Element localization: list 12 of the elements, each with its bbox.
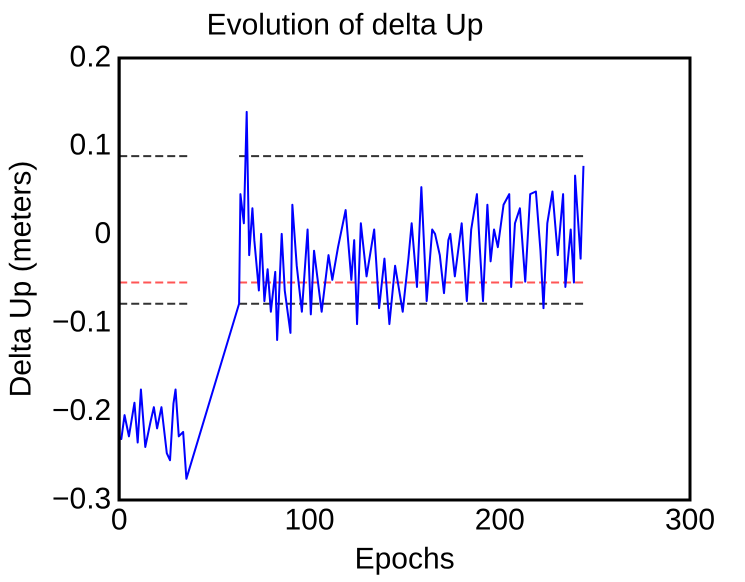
y-tick-label: −0.1 xyxy=(52,305,112,338)
y-tick-label: −0.2 xyxy=(52,394,112,427)
y-tick-label: 0.2 xyxy=(70,40,112,74)
y-axis-title: Delta Up (meters) xyxy=(4,160,38,398)
y-tick-label: −0.3 xyxy=(52,482,112,516)
x-tick-label: 100 xyxy=(284,503,335,536)
x-axis-title: Epochs xyxy=(354,542,455,576)
chart-title: Evolution of delta Up xyxy=(206,8,484,42)
y-tick-label: 0 xyxy=(94,217,112,250)
x-tick-label: 200 xyxy=(474,503,525,536)
x-tick-label: 300 xyxy=(664,503,716,536)
y-tick-label: 0.1 xyxy=(70,128,112,162)
